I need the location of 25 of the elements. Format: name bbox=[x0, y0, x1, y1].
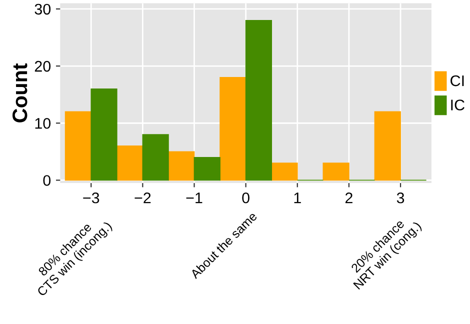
x-tick-label: 3 bbox=[396, 192, 404, 204]
x-tick-label: −3 bbox=[83, 192, 100, 204]
bar bbox=[220, 77, 246, 181]
bar bbox=[245, 20, 272, 181]
y-tick-label: 10 bbox=[35, 118, 51, 129]
bar bbox=[168, 151, 195, 181]
bar bbox=[90, 88, 118, 181]
bar bbox=[271, 162, 298, 181]
y-tick-label: 20 bbox=[34, 60, 51, 72]
legend-label: CI bbox=[450, 75, 464, 86]
x-tick-label: −2 bbox=[134, 192, 151, 204]
legend-label: IC bbox=[451, 100, 464, 110]
x-tick-label: 0 bbox=[242, 192, 250, 204]
y-axis-title: Count bbox=[12, 63, 28, 122]
bar bbox=[194, 156, 220, 181]
x-tick-label: 2 bbox=[345, 192, 352, 204]
bar bbox=[374, 111, 401, 181]
y-tick-label: 30 bbox=[34, 4, 51, 15]
x-tick-label: −1 bbox=[186, 192, 202, 204]
y-tick-label: 0 bbox=[43, 175, 51, 186]
x-tick-label: 1 bbox=[294, 192, 301, 204]
bar bbox=[116, 146, 144, 181]
bar bbox=[322, 162, 350, 181]
bar bbox=[142, 134, 169, 181]
bar bbox=[64, 111, 92, 181]
